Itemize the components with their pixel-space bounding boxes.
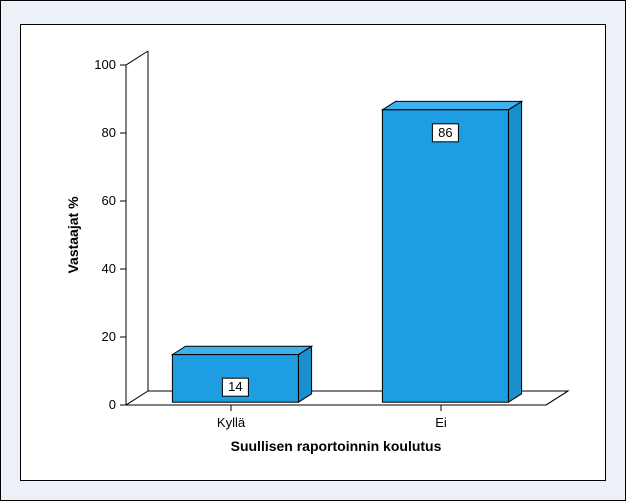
bar-value-label: 86 (438, 125, 452, 140)
bar-chart-3d: 0 20 40 60 80 100 14 Kyllä 86 Ei Vastaajat % Suulli… (21, 25, 605, 480)
x-tick-label: Kyllä (217, 415, 246, 430)
y-tick-label: 0 (109, 397, 116, 412)
bar-top (382, 101, 521, 109)
bar-value-label: 14 (228, 379, 242, 394)
bar-side (508, 101, 521, 402)
y-tick-label: 60 (102, 193, 116, 208)
x-tick-label: Ei (435, 415, 447, 430)
bar-front (382, 110, 508, 402)
y-tick-label: 100 (94, 57, 116, 72)
x-axis-label: Suullisen raportoinnin koulutus (231, 438, 442, 454)
bar-top (172, 346, 311, 354)
y-tick-label: 80 (102, 125, 116, 140)
y-tick-label: 40 (102, 261, 116, 276)
y-tick-label: 20 (102, 329, 116, 344)
y-axis-label: Vastaajat % (65, 196, 81, 274)
chart-panel: 0 20 40 60 80 100 14 Kyllä 86 Ei Vastaajat % Suulli… (20, 24, 606, 481)
bar-side (298, 346, 311, 402)
